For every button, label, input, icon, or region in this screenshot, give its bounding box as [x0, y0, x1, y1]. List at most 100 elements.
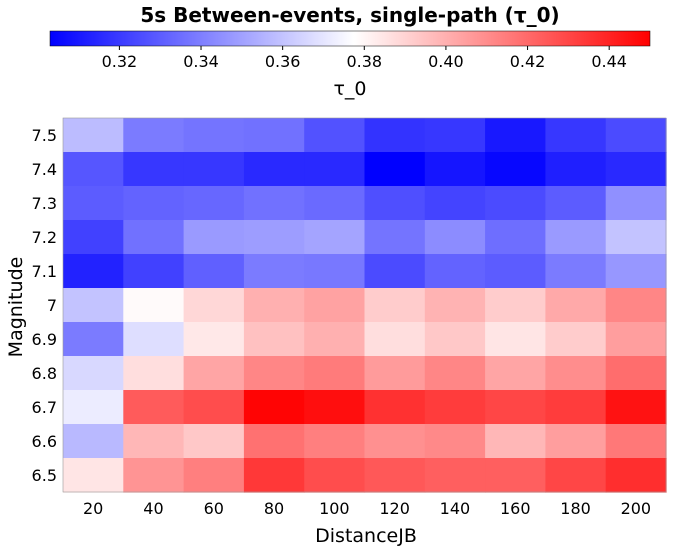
heatmap-cell	[485, 322, 546, 357]
heatmap-cell	[545, 288, 607, 323]
heatmap-cell	[123, 152, 185, 187]
heatmap-cell	[304, 424, 366, 459]
heatmap-cell	[485, 118, 546, 153]
heatmap-cell	[545, 254, 607, 289]
heatmap-cell	[545, 424, 607, 459]
heatmap-cell	[304, 458, 366, 493]
heatmap-cell	[364, 424, 426, 459]
heatmap-cell	[485, 220, 546, 255]
y-tick-label: 6.5	[32, 466, 57, 485]
heatmap-cells	[63, 118, 667, 493]
heatmap-cell	[424, 356, 486, 391]
heatmap-cell	[243, 152, 305, 187]
heatmap-cell	[545, 186, 607, 221]
colorbar-tick-label: 0.44	[591, 52, 627, 71]
heatmap-cell	[243, 118, 305, 153]
chart-title: 5s Between-events, single-path (τ_0)	[140, 3, 559, 27]
heatmap-cell	[364, 458, 426, 493]
heatmap-cell	[243, 390, 305, 425]
heatmap-cell	[605, 424, 667, 459]
heatmap-cell	[123, 220, 185, 255]
heatmap-cell	[605, 288, 667, 323]
heatmap-cell	[183, 186, 245, 221]
y-tick-label: 7.1	[32, 262, 57, 281]
heatmap-cell	[545, 118, 607, 153]
heatmap-cell	[304, 322, 366, 357]
colorbar-label: τ_0	[333, 78, 366, 100]
heatmap-cell	[63, 390, 124, 425]
heatmap-cell	[424, 220, 486, 255]
y-tick-label: 7	[47, 296, 57, 315]
heatmap-cell	[183, 458, 245, 493]
heatmap-cell	[424, 254, 486, 289]
heatmap-cell	[545, 458, 607, 493]
colorbar-tick-label: 0.40	[428, 52, 464, 71]
heatmap-cell	[424, 288, 486, 323]
heatmap-cell	[545, 322, 607, 357]
plot-frame	[62, 117, 667, 493]
heatmap-cell	[485, 390, 546, 425]
heatmap-cell	[605, 152, 667, 187]
y-tick-label: 6.9	[32, 330, 57, 349]
heatmap-cell	[605, 118, 667, 153]
heatmap-cell	[364, 322, 426, 357]
heatmap-cell	[304, 356, 366, 391]
heatmap-cell	[63, 458, 124, 493]
heatmap-cell	[304, 186, 366, 221]
heatmap-cell	[364, 186, 426, 221]
heatmap-cell	[485, 152, 546, 187]
y-tick-label: 7.2	[32, 228, 57, 247]
heatmap-cell	[485, 254, 546, 289]
heatmap-cell	[424, 152, 486, 187]
heatmap-cell	[304, 254, 366, 289]
heatmap-cell	[545, 220, 607, 255]
heatmap-cell	[364, 220, 426, 255]
x-tick-label: 160	[500, 499, 531, 518]
heatmap-cell	[63, 288, 124, 323]
x-tick-label: 60	[204, 499, 224, 518]
colorbar-tick-label: 0.42	[510, 52, 546, 71]
heatmap-cell	[485, 356, 546, 391]
heatmap-cell	[123, 356, 185, 391]
heatmap-cell	[183, 288, 245, 323]
heatmap-cell	[123, 288, 185, 323]
heatmap-cell	[183, 220, 245, 255]
heatmap-cell	[183, 118, 245, 153]
heatmap-cell	[545, 356, 607, 391]
heatmap-cell	[63, 322, 124, 357]
y-tick-label: 6.7	[32, 398, 57, 417]
heatmap-cell	[605, 186, 667, 221]
heatmap-cell	[605, 356, 667, 391]
heatmap-cell	[243, 220, 305, 255]
heatmap-cell	[243, 322, 305, 357]
y-tick-label: 7.3	[32, 194, 57, 213]
heatmap-cell	[605, 254, 667, 289]
heatmap-cell	[424, 390, 486, 425]
heatmap-cell	[424, 322, 486, 357]
x-tick-label: 140	[440, 499, 471, 518]
heatmap-cell	[183, 424, 245, 459]
heatmap-cell	[424, 458, 486, 493]
heatmap-cell	[485, 424, 546, 459]
x-tick-label: 200	[621, 499, 652, 518]
heatmap-cell	[63, 220, 124, 255]
x-tick-label: 100	[319, 499, 350, 518]
heatmap-cell	[123, 254, 185, 289]
heatmap-cell	[545, 390, 607, 425]
x-axis-label: DistanceJB	[315, 525, 417, 547]
heatmap-cell	[183, 356, 245, 391]
heatmap-cell	[123, 186, 185, 221]
heatmap-cell	[63, 254, 124, 289]
heatmap-cell	[304, 152, 366, 187]
y-axis-label: Magnitude	[5, 257, 27, 358]
heatmap-cell	[63, 186, 124, 221]
x-tick-label: 120	[379, 499, 410, 518]
colorbar-tick-label: 0.32	[102, 52, 138, 71]
heatmap-cell	[605, 220, 667, 255]
colorbar-ticks: 0.32 0.34 0.36 0.38 0.40 0.42 0.44	[102, 46, 627, 71]
heatmap-cell	[424, 186, 486, 221]
heatmap-cell	[243, 186, 305, 221]
heatmap-cell	[123, 458, 185, 493]
heatmap-cell	[243, 424, 305, 459]
